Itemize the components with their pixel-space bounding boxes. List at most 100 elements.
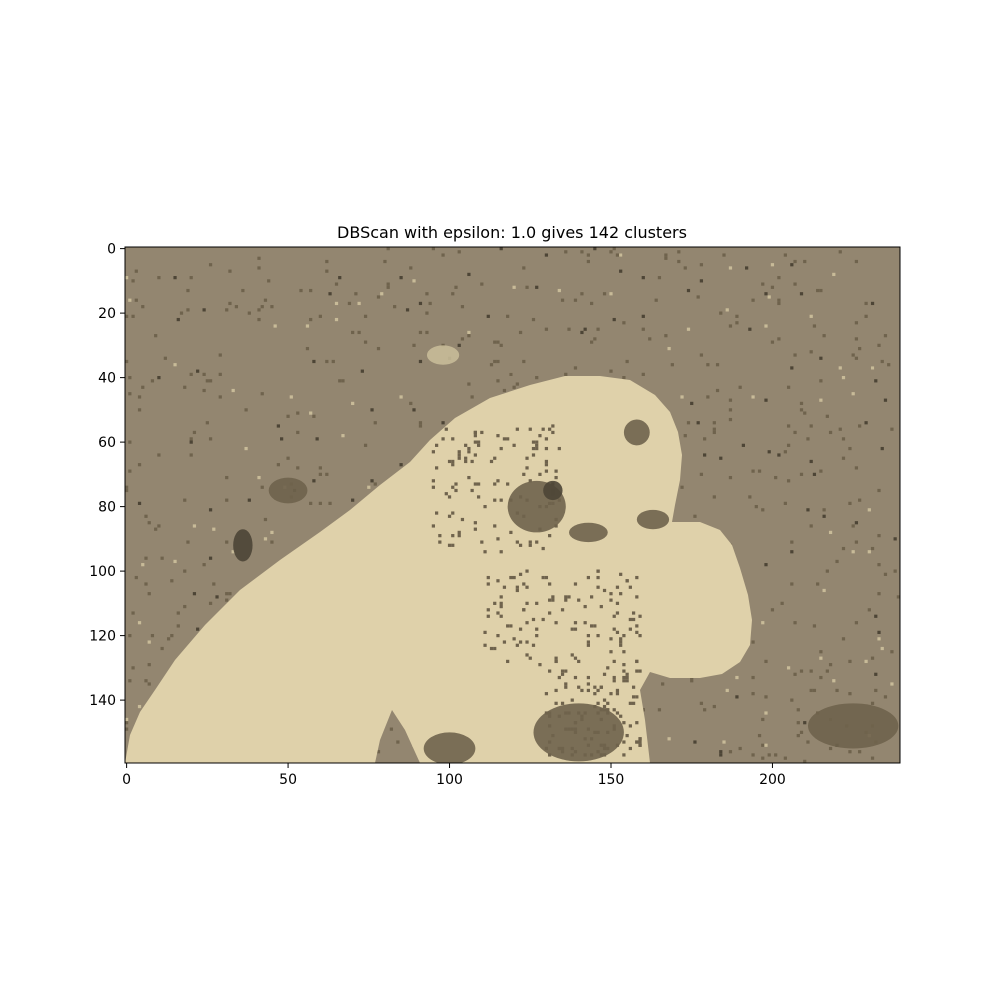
speckle [357,330,361,335]
speckle [841,456,846,460]
speckle [609,637,613,641]
speckle [851,353,855,357]
speckle [431,479,435,483]
speckle [528,543,532,547]
speckle [887,363,891,367]
speckle [486,608,490,612]
speckle [451,459,455,464]
speckle [851,550,855,554]
speckle [150,379,155,383]
speckle [473,440,477,444]
speckle [596,585,600,589]
speckle [809,524,813,528]
speckle [325,259,329,264]
speckle [363,314,368,318]
speckle [877,534,881,538]
speckle [577,685,581,689]
speckle [186,540,190,544]
speckle [848,501,852,505]
speckle [376,346,381,351]
speckle [809,459,813,464]
speckle [418,424,423,428]
speckle [328,501,332,505]
speckle [176,317,180,322]
speckle [431,450,435,454]
speckle [764,398,768,402]
speckle [467,446,471,451]
speckle [728,408,733,412]
speckle [270,540,274,544]
speckle [564,682,568,686]
speckle [648,337,652,341]
speckle [870,546,875,551]
speckle [799,408,804,412]
speckle [803,721,807,725]
speckle [851,524,855,528]
speckle [208,263,213,267]
speckle [396,740,400,744]
speckle [751,692,755,696]
speckle [757,733,762,738]
speckle [822,508,826,512]
speckle [573,627,578,631]
speckle [447,543,452,547]
speckle [405,308,410,312]
speckle [512,637,516,641]
speckle [593,337,597,341]
speckle [641,372,645,376]
speckle [134,575,138,580]
speckle [176,611,180,615]
speckle [380,292,384,296]
speckle [535,285,539,289]
speckle [822,334,826,338]
speckle [457,530,461,535]
speckle [499,601,503,605]
speckle [699,472,704,476]
speckle [208,379,213,383]
speckle [606,708,610,712]
speckle [799,669,804,673]
speckle [786,666,791,670]
speckle [544,692,549,696]
speckle [483,643,487,647]
shadow-blob [268,477,308,504]
speckle [489,363,494,367]
speckle [619,714,623,718]
speckle [196,369,200,373]
speckle [564,372,568,376]
speckle [612,659,616,664]
speckle [635,740,639,744]
speckle [631,695,636,699]
speckle [496,434,500,438]
speckle [657,708,662,712]
speckle [464,459,468,464]
speckle [299,288,303,293]
speckle [257,475,261,480]
speckle [548,611,552,615]
speckle [783,501,787,505]
speckle [515,427,519,431]
speckle [506,624,510,628]
speckle [412,343,416,347]
speckle [751,640,755,644]
speckle [551,430,555,435]
speckle [141,563,145,567]
speckle [309,411,313,415]
speckle [573,656,578,660]
speckle [225,598,229,602]
speckle [683,266,687,270]
speckle [535,601,539,605]
speckle [880,646,884,651]
speckle [125,276,129,280]
speckle [125,488,129,493]
speckle [622,663,626,667]
speckle [454,482,458,486]
speckle [557,675,561,680]
speckle [877,630,881,634]
speckle [522,472,526,476]
speckle [764,659,768,664]
speckle [125,721,129,725]
speckle [544,575,549,580]
speckle [896,595,900,599]
speckle [183,604,187,609]
